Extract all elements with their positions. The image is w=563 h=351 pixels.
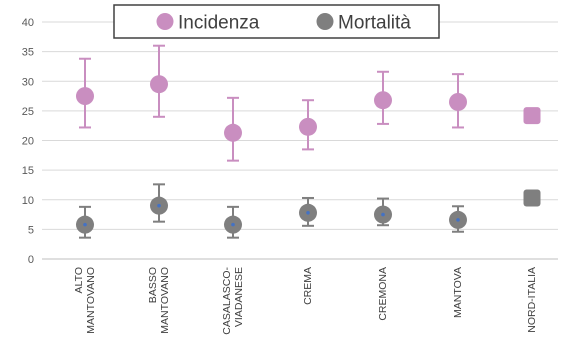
x-tick-label: VIADANESE: [233, 267, 245, 327]
mortalita-center-dot: [83, 222, 87, 227]
gridlines: [42, 21, 558, 260]
x-tick-label: CREMA: [302, 267, 314, 305]
y-tick-label: 40: [22, 17, 34, 29]
x-tick-label: NORD-ITALIA: [526, 267, 538, 333]
y-tick-label: 25: [22, 106, 34, 118]
x-tick-label: ALTO: [73, 267, 85, 293]
x-axis-ticks: ALTO MANTOVANO BASSO MANTOVANO CASALASCO- VIA…: [73, 266, 538, 334]
mortalita-center-dot: [306, 210, 310, 215]
mortalita-center-dot: [231, 222, 235, 227]
mortalita-center-dot: [157, 203, 161, 208]
incidenza-point: [150, 75, 168, 94]
data-marks: [76, 44, 541, 239]
mortalita-point: [523, 189, 541, 207]
y-tick-label: 5: [28, 224, 34, 236]
incidenza-point: [299, 117, 317, 136]
y-axis-ticks: 0 5 10 15 20 25 30 35 40: [22, 17, 34, 266]
x-tick-label: CREMONA: [377, 267, 389, 321]
x-tick-label: MANTOVANO: [85, 267, 97, 334]
legend-marker-mortalita: [316, 13, 334, 30]
x-tick-label: BASSO: [147, 267, 159, 303]
y-tick-label: 35: [22, 47, 34, 59]
x-tick-label: CASALASCO-: [221, 266, 233, 334]
incidenza-point: [374, 91, 392, 110]
incidenza-point: [76, 87, 94, 106]
legend-label-mortalita: Mortalità: [338, 13, 411, 34]
mortalita-center-dot: [456, 218, 460, 222]
legend-marker-incidenza: [156, 13, 174, 30]
incidenza-point: [523, 107, 541, 125]
legend: Incidenza Mortalità: [113, 4, 440, 39]
y-tick-label: 10: [22, 195, 34, 207]
x-tick-label: MANTOVANO: [159, 267, 171, 334]
y-tick-label: 0: [28, 254, 34, 266]
y-tick-label: 15: [22, 165, 34, 177]
incidenza-point: [449, 92, 467, 111]
incidenza-point: [224, 123, 242, 142]
mortalita-center-dot: [381, 212, 385, 217]
y-tick-label: 30: [22, 76, 34, 88]
y-tick-label: 20: [22, 136, 34, 148]
legend-label-incidenza: Incidenza: [178, 13, 260, 34]
x-tick-label: MANTOVA: [452, 267, 464, 318]
